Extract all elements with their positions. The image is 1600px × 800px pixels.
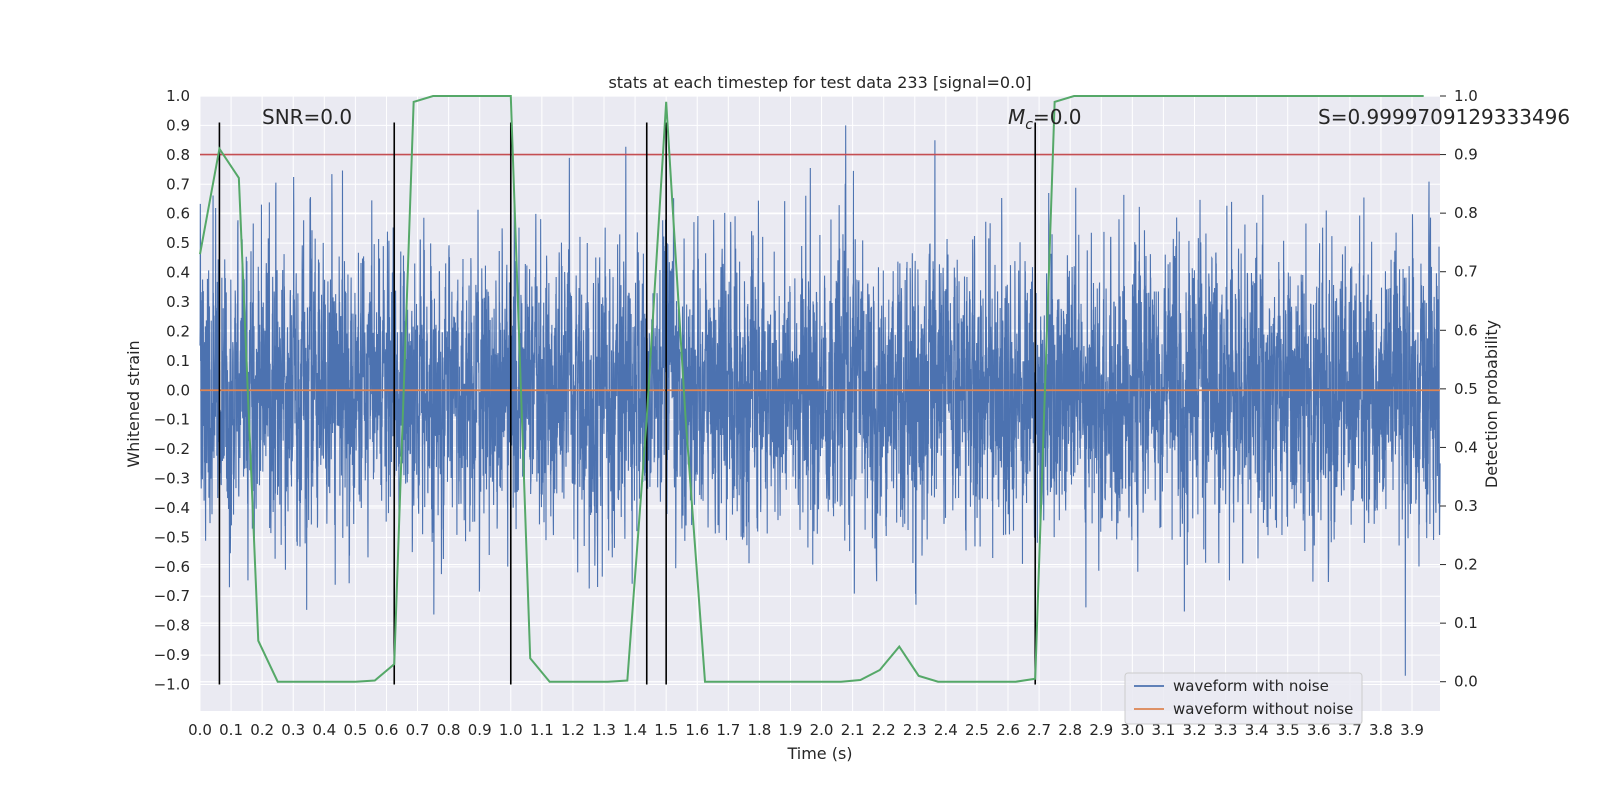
- x-tick-label: 3.8: [1369, 721, 1393, 739]
- x-tick-label: 0.4: [312, 721, 336, 739]
- series-detection-probability: [199, 95, 1424, 683]
- x-tick-label: 2.9: [1089, 721, 1113, 739]
- y2-axis-label: Detection probability: [1482, 320, 1501, 488]
- y-tick-label: 0.8: [166, 146, 190, 164]
- chirp-mass-annotation: Mc=0.0: [1008, 105, 1082, 133]
- x-tick-label: 2.8: [1058, 721, 1082, 739]
- score-annotation: S=0.9999709129333496: [1318, 105, 1570, 129]
- y2-tick-label: 0.2: [1454, 556, 1478, 574]
- y2-tick-label: 0.7: [1454, 263, 1478, 281]
- x-tick-label: 2.0: [810, 721, 834, 739]
- x-tick-label: 3.9: [1400, 721, 1424, 739]
- x-tick-label: 0.7: [406, 721, 430, 739]
- x-tick-label: 3.6: [1307, 721, 1331, 739]
- y2-tick-label: 0.6: [1454, 321, 1478, 339]
- y-tick-label: −0.9: [154, 646, 190, 664]
- y-tick-label: −0.7: [154, 587, 190, 605]
- chart-title: stats at each timestep for test data 233…: [608, 73, 1031, 92]
- legend-box: [1124, 672, 1363, 725]
- x-tick-label: 1.1: [530, 721, 554, 739]
- x-tick-label: 1.4: [623, 721, 647, 739]
- y2-tick-label: 0.9: [1454, 146, 1478, 164]
- x-tick-label: 2.4: [934, 721, 958, 739]
- y-tick-label: −0.6: [154, 558, 190, 576]
- x-axis-label: Time (s): [786, 744, 852, 763]
- x-tick-label: 2.5: [965, 721, 989, 739]
- y-tick-label: 1.0: [166, 87, 190, 105]
- y2-tick-label: 0.0: [1454, 673, 1478, 691]
- y2-tick-label: 0.1: [1454, 614, 1478, 632]
- snr-annotation: SNR=0.0: [262, 105, 352, 129]
- x-tick-label: 3.0: [1120, 721, 1144, 739]
- x-tick-label: 3.1: [1151, 721, 1175, 739]
- x-tick-label: 1.2: [561, 721, 585, 739]
- y-tick-label: 0.0: [166, 381, 190, 399]
- x-tick-label: 3.5: [1276, 721, 1300, 739]
- x-tick-label: 2.2: [872, 721, 896, 739]
- y-axis-ticks: 1.0 0.9 0.8 0.7 0.6 0.5 0.4 0.3 0.2 0.1 0.0 −0.1 −0.…: [154, 87, 190, 694]
- plot-area: [199, 95, 1441, 685]
- x-tick-label: 3.2: [1183, 721, 1207, 739]
- y-tick-label: −0.8: [154, 617, 190, 635]
- x-tick-label: 0.2: [250, 721, 274, 739]
- x-tick-label: 3.7: [1338, 721, 1362, 739]
- x-tick-label: 1.8: [747, 721, 771, 739]
- legend-label-clean: waveform without noise: [1173, 700, 1353, 718]
- y-axis-label: Whitened strain: [124, 340, 143, 467]
- x-tick-label: 1.6: [685, 721, 709, 739]
- y-tick-label: 0.3: [166, 293, 190, 311]
- x-tick-label: 0.1: [219, 721, 243, 739]
- x-tick-label: 2.6: [996, 721, 1020, 739]
- y-tick-label: −0.5: [154, 528, 190, 546]
- x-axis-ticks: 0.0 0.1 0.2 0.3 0.4 0.5 0.6 0.7 0.8 0.9 1.0 1.1 1.2 1…: [188, 721, 1424, 739]
- x-tick-label: 1.5: [654, 721, 678, 739]
- y-tick-label: −0.3: [154, 470, 190, 488]
- y-tick-label: 0.5: [166, 234, 190, 252]
- y2-tick-label: 1.0: [1454, 87, 1478, 105]
- x-tick-label: 1.7: [716, 721, 740, 739]
- series-waveform-with-noise: [199, 125, 1441, 676]
- y2-tick-label: 0.3: [1454, 497, 1478, 515]
- x-tick-label: 1.9: [779, 721, 803, 739]
- x-tick-label: 0.5: [343, 721, 367, 739]
- y-tick-label: 0.9: [166, 116, 190, 134]
- y-tick-label: 0.4: [166, 264, 190, 282]
- legend-label-noise: waveform with noise: [1173, 677, 1329, 695]
- x-tick-label: 0.3: [281, 721, 305, 739]
- y2-axis-ticks: 1.0 0.9 0.8 0.7 0.6 0.5 0.4 0.3 0.2 0.1 0.0: [1440, 87, 1478, 691]
- x-tick-label: 2.7: [1027, 721, 1051, 739]
- y2-tick-label: 0.8: [1454, 204, 1478, 222]
- x-tick-label: 0.0: [188, 721, 212, 739]
- y-tick-label: −0.2: [154, 440, 190, 458]
- y-tick-label: 0.1: [166, 352, 190, 370]
- y-tick-label: −0.1: [154, 411, 190, 429]
- y-tick-label: 0.6: [166, 205, 190, 223]
- x-tick-label: 0.9: [468, 721, 492, 739]
- x-tick-label: 0.8: [437, 721, 461, 739]
- x-tick-label: 2.3: [903, 721, 927, 739]
- x-tick-label: 1.3: [592, 721, 616, 739]
- y-tick-label: −0.4: [154, 499, 190, 517]
- x-tick-label: 3.3: [1214, 721, 1238, 739]
- x-tick-label: 3.4: [1245, 721, 1269, 739]
- y2-tick-label: 0.5: [1454, 380, 1478, 398]
- x-tick-label: 0.6: [375, 721, 399, 739]
- x-tick-label: 2.1: [841, 721, 865, 739]
- y-tick-label: 0.7: [166, 175, 190, 193]
- x-tick-label: 1.0: [499, 721, 523, 739]
- y-tick-label: 0.2: [166, 322, 190, 340]
- y2-tick-label: 0.4: [1454, 438, 1478, 456]
- legend: waveform with noise waveform without noi…: [1124, 672, 1363, 725]
- y-tick-label: −1.0: [154, 676, 190, 694]
